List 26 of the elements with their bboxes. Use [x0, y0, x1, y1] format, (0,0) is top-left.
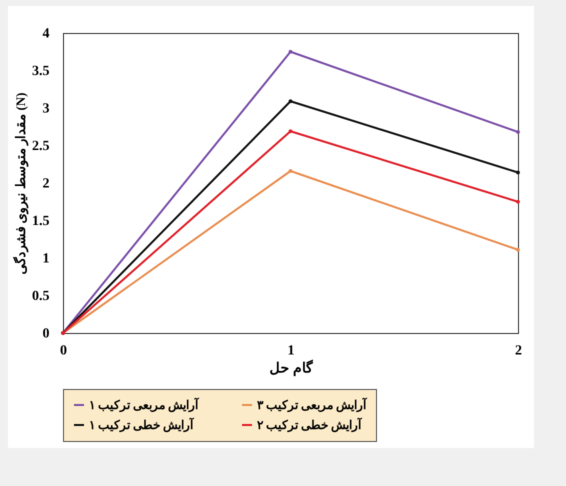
x-tick-label: 1	[288, 344, 294, 358]
y-tick-label: 3	[42, 102, 50, 116]
y-tick-label: 1.5	[32, 214, 50, 229]
point	[516, 130, 520, 134]
legend-label: آرایش خطی ترکیب ۲	[257, 416, 363, 433]
legend-label: آرایش خطی ترکیب ۱	[89, 416, 195, 433]
y-tick-label: 0.5	[32, 289, 50, 304]
y-tick-label: 4	[42, 26, 50, 42]
point	[516, 248, 520, 252]
y-tick-label: 2	[42, 176, 50, 192]
legend-label: آرایش مربعی ترکیب ۱	[89, 396, 200, 413]
legend-label: آرایش مربعی ترکیب ۳	[257, 396, 368, 413]
y-tick-label: 3.5	[32, 64, 50, 79]
x-axis-title: گام حل	[269, 360, 313, 376]
point	[288, 99, 292, 104]
point	[288, 129, 292, 134]
point	[288, 50, 292, 54]
x-tick-label: 2	[515, 344, 522, 358]
y-tick-label: 2.5	[32, 139, 50, 154]
point	[516, 200, 520, 204]
x-tick-label: 0	[60, 344, 67, 358]
point	[288, 169, 292, 173]
y-axis-title: مقدار متوسط نیروی فشردگی (N)	[12, 92, 29, 275]
y-tick-label: 1	[42, 252, 50, 266]
point	[516, 170, 520, 174]
y-tick-label: 0	[42, 326, 50, 342]
